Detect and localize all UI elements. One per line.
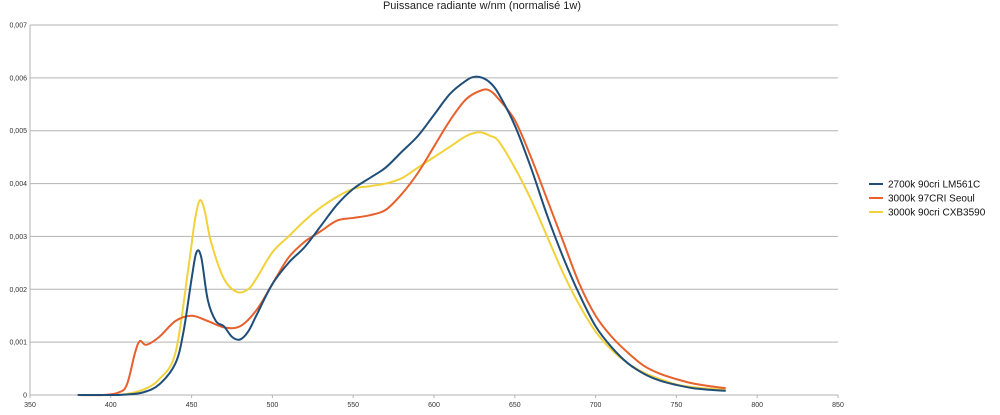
series-line-2 [77, 88, 726, 397]
x-tick-label: 750 [671, 402, 683, 409]
y-tick-label: 0,001 [9, 340, 27, 347]
legend-label: 3000k 97CRI Seoul [888, 194, 975, 205]
x-tick-label: 500 [267, 402, 279, 409]
gridlines [30, 24, 838, 396]
series-line-3 [77, 131, 726, 397]
x-tick-label: 650 [509, 402, 521, 409]
x-tick-label: 600 [428, 402, 440, 409]
x-tick-label: 550 [347, 402, 359, 409]
axes: 0 0,001 0,002 0,003 0,004 0,005 0,006 0,007 350 4… [9, 23, 843, 410]
x-tick-label: 400 [105, 402, 117, 409]
x-tick-label: 700 [590, 402, 602, 409]
y-tick-label: 0,003 [9, 234, 27, 241]
x-tick-label: 350 [24, 402, 36, 409]
series-line-1 [77, 75, 726, 397]
x-tick-label: 800 [751, 402, 763, 409]
series-lines [77, 75, 726, 397]
chart-title: Puissance radiante w/nm (normalisé 1w) [383, 0, 581, 12]
y-tick-label: 0,006 [9, 75, 27, 82]
legend: 2700k 90cri LM561C 3000k 97CRI Seoul 3000k… [869, 180, 986, 219]
x-tick-label: 450 [186, 402, 198, 409]
x-tick-label: 850 [832, 402, 844, 409]
y-tick-label: 0,007 [9, 23, 27, 30]
legend-label: 2700k 90cri LM561C [888, 180, 980, 191]
legend-label: 3000k 90cri CXB3590 [888, 208, 986, 219]
y-tick-label: 0,005 [9, 128, 27, 135]
y-tick-label: 0 [23, 393, 27, 400]
y-tick-label: 0,002 [9, 287, 27, 294]
y-tick-label: 0,004 [9, 181, 27, 188]
